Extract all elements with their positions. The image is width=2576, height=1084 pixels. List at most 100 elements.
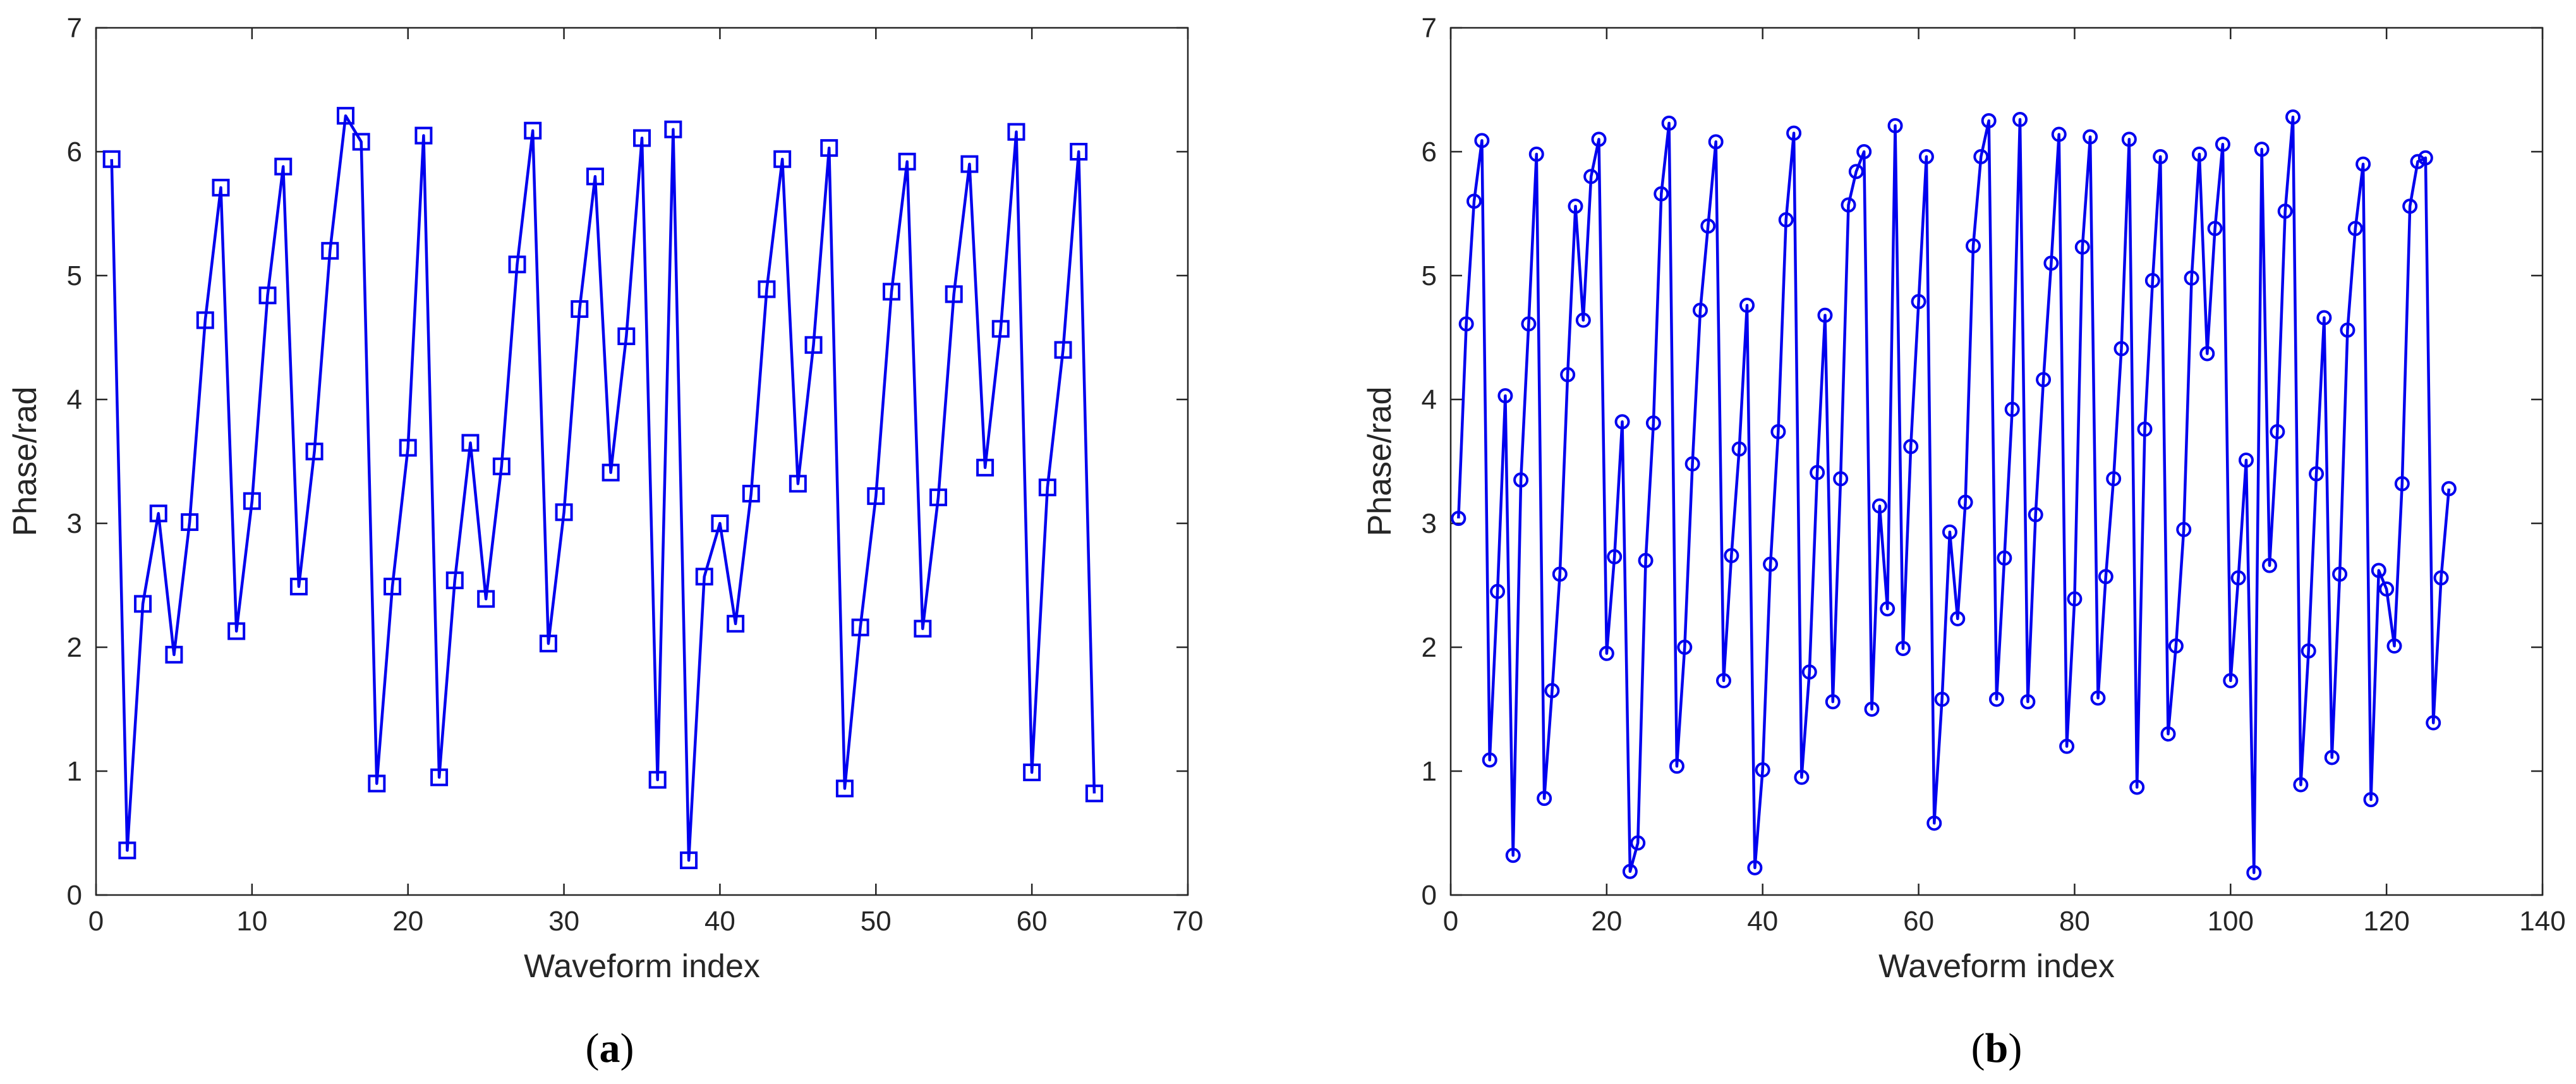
data-point	[2191, 146, 2207, 162]
data-point	[2394, 476, 2410, 492]
data-point	[539, 635, 557, 653]
y-tick-label: 1	[67, 756, 82, 787]
y-tick-label: 0	[67, 880, 82, 911]
data-point	[2176, 521, 2192, 537]
data-point	[898, 152, 916, 171]
data-point	[1638, 552, 1654, 568]
data-point	[227, 622, 246, 640]
x-axis-label: Waveform index	[1878, 948, 2115, 985]
data-point	[1007, 123, 1025, 141]
data-point	[1023, 763, 1041, 781]
data-point	[2215, 137, 2230, 152]
data-point	[1497, 388, 1513, 404]
data-point	[1482, 752, 1497, 768]
y-tick-label: 3	[67, 508, 82, 539]
data-point	[1880, 601, 1896, 617]
data-point	[2067, 591, 2083, 607]
data-point	[2441, 481, 2457, 497]
data-point	[882, 283, 900, 301]
data-point	[1770, 423, 1786, 439]
data-point	[727, 614, 745, 633]
data-point	[492, 457, 511, 475]
data-point	[773, 150, 792, 168]
y-tick-label: 7	[1422, 13, 1437, 44]
data-point	[2098, 569, 2113, 585]
data-point	[1085, 784, 1103, 803]
data-point	[571, 300, 589, 318]
data-point	[2363, 792, 2379, 808]
data-point	[695, 568, 713, 586]
data-point	[1607, 549, 1623, 564]
data-point	[1786, 125, 1802, 141]
x-tick-label: 30	[548, 906, 579, 937]
data-point	[1778, 212, 1794, 228]
data-point	[1755, 762, 1770, 778]
data-point	[1677, 640, 1693, 655]
data-point	[1989, 691, 2004, 707]
x-tick-label: 140	[2519, 906, 2565, 937]
data-point	[1513, 472, 1529, 488]
data-point	[1973, 149, 1989, 164]
data-point	[1872, 498, 1887, 514]
chart-panel-a: (a) Waveform index Phase/rad 0 10 20 30 40 50…	[7, 13, 1203, 1071]
data-point	[2074, 239, 2090, 255]
data-point	[2410, 154, 2426, 169]
y-axis-label: Phase/rad	[1362, 386, 1398, 536]
plot-area	[1449, 27, 2544, 896]
data-point	[2144, 272, 2160, 288]
data-point	[2160, 726, 2176, 742]
data-point	[1599, 645, 1614, 661]
data-point	[399, 439, 417, 457]
data-point	[321, 241, 339, 260]
data-point	[2168, 638, 2184, 654]
data-point	[2207, 221, 2223, 236]
data-point	[1864, 702, 1880, 717]
data-point	[555, 503, 573, 521]
data-point	[1505, 848, 1521, 863]
x-tick-label: 60	[1017, 906, 1048, 937]
data-point	[477, 590, 495, 608]
data-point	[243, 492, 261, 510]
data-point	[2402, 198, 2418, 214]
x-tick-label: 20	[1591, 906, 1622, 937]
data-point	[2301, 643, 2316, 659]
data-point	[1700, 218, 1716, 234]
data-point	[1521, 316, 1537, 332]
data-point	[2113, 341, 2129, 356]
data-point	[102, 150, 121, 168]
data-point	[1669, 758, 1684, 774]
series-line	[1457, 115, 2451, 874]
data-point	[648, 770, 667, 789]
x-tick-label: 0	[1443, 906, 1458, 937]
data-point	[1451, 511, 1466, 527]
data-point	[1458, 316, 1474, 332]
data-point	[461, 434, 480, 452]
data-point	[1918, 149, 1934, 164]
data-point	[804, 336, 823, 354]
data-point	[2426, 715, 2441, 731]
data-point	[1817, 307, 1833, 323]
data-point	[1825, 694, 1841, 710]
data-point	[149, 504, 167, 523]
data-point	[1716, 673, 1731, 688]
data-point	[960, 155, 979, 173]
data-point	[2347, 221, 2363, 236]
data-point	[2371, 563, 2386, 578]
y-axis-label: Phase/rad	[7, 386, 44, 536]
data-point	[1654, 186, 1669, 202]
x-axis-label: Waveform index	[524, 948, 760, 985]
data-point	[633, 129, 651, 147]
data-point	[2285, 109, 2301, 125]
data-point	[430, 768, 449, 786]
data-point	[1747, 860, 1763, 875]
data-point	[1622, 863, 1638, 879]
data-point	[2028, 507, 2043, 523]
data-point	[1739, 298, 1755, 314]
x-tick-label: 10	[236, 906, 267, 937]
data-point	[1544, 683, 1560, 698]
x-tick-label: 70	[1173, 906, 1204, 937]
data-point	[1630, 835, 1646, 851]
data-point	[165, 645, 183, 664]
data-point	[2230, 570, 2246, 586]
